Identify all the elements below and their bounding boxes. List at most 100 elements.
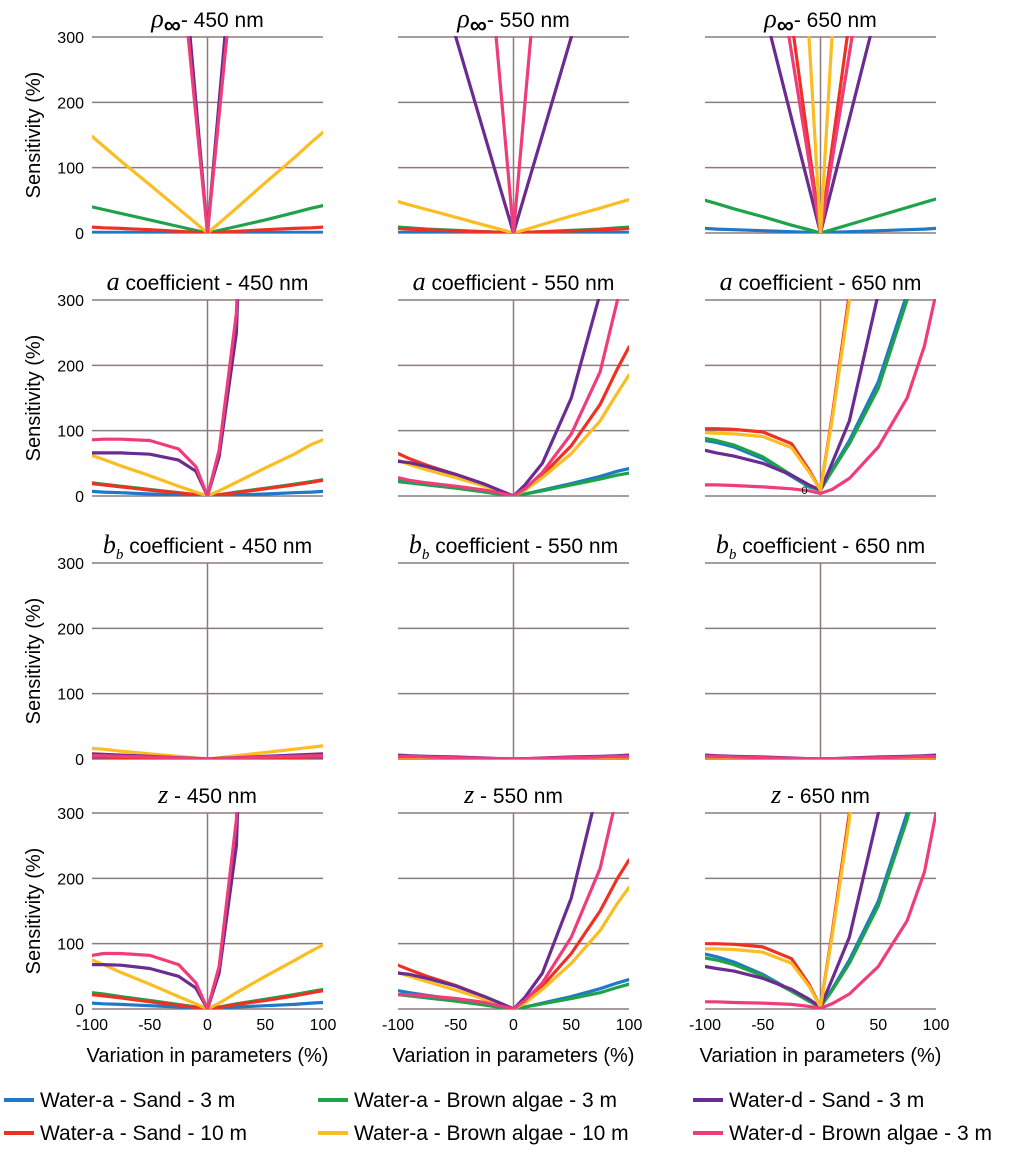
series-group (398, 299, 629, 496)
title-rest: - 650 nm (794, 9, 877, 32)
title-symbol: ρ (150, 4, 163, 33)
series-line-wd_sand_3 (92, 299, 240, 496)
x-tick-label: -50 (751, 1017, 774, 1034)
legend-item-wa_sand_10: Water-a - Sand - 10 m (4, 1122, 247, 1145)
title-rest: - 450 nm (168, 785, 257, 808)
series-group (398, 812, 629, 1009)
title-rest: coefficient - 650 nm (733, 272, 922, 295)
legend-item-wa_sand_3: Water-a - Sand - 3 m (4, 1089, 235, 1112)
panel-p22: a coefficient - 550 nm (398, 267, 629, 497)
series-line-wa_sand_3 (92, 489, 323, 496)
series-line-wa_brown_3 (398, 471, 629, 496)
title-rest: - 550 nm (474, 785, 563, 808)
series-line-wd_sand_3 (398, 299, 601, 496)
legend: Water-a - Sand - 3 m Water-a - Brown alga… (4, 1089, 992, 1145)
x-tick-label: 0 (509, 1017, 518, 1034)
title-rest: coefficient - 450 nm (120, 272, 309, 295)
title-subscript: ∞ (470, 12, 487, 39)
panel-title: a coefficient - 450 nm (107, 267, 309, 296)
x-tick-label: 0 (203, 1017, 212, 1034)
y-tick-label: 0 (75, 226, 84, 243)
title-rest: coefficient - 450 nm (123, 535, 312, 558)
series-line-wa_sand_10 (92, 989, 323, 1009)
series-line-wd_brown_3 (705, 754, 936, 759)
panel-p21: a coefficient - 450 nm 0 100 200 300 Sensitiv… (23, 267, 323, 506)
series-group (705, 36, 936, 233)
series-line-wa_brown_10 (398, 885, 629, 1009)
x-tick-label: 50 (869, 1017, 887, 1034)
panel-title: a coefficient - 650 nm (720, 267, 922, 296)
x-tick-label: 100 (923, 1017, 950, 1034)
panel-p43: z - 650 nm -100 -50 0 50 100 Variation in para… (689, 780, 950, 1067)
legend-item-wd_brown_3: Water-d - Brown algae - 3 m (693, 1122, 992, 1145)
series-line-wd_brown_3 (705, 299, 936, 495)
title-symbol: b (409, 530, 422, 559)
x-tick-label: 50 (256, 1017, 274, 1034)
series-line-wd_brown_3 (398, 812, 615, 1009)
series-group (92, 812, 323, 1009)
title-subscript: ∞ (777, 12, 794, 39)
series-line-wd_sand_3 (398, 812, 594, 1009)
series-line-wa_brown_3 (398, 982, 629, 1009)
panel-p33: bb coefficient - 650 nm (705, 530, 936, 760)
x-axis-label: Variation in parameters (%) (393, 1045, 635, 1067)
y-tick-label: 100 (57, 424, 84, 441)
panel-title: bb coefficient - 650 nm (716, 530, 925, 563)
series-line-wa_sand_10 (398, 226, 629, 233)
y-axis-label: Sensitivity (%) (23, 72, 45, 199)
series-line-wa_brown_10 (92, 744, 323, 759)
series-line-wd_brown_3 (92, 299, 239, 496)
x-tick-label: -100 (76, 1017, 108, 1034)
title-symbol: b (716, 530, 729, 559)
y-tick-label: 100 (57, 687, 84, 704)
x-tick-label: 50 (562, 1017, 580, 1034)
series-group (705, 812, 936, 1009)
y-tick-label: 200 (57, 871, 84, 888)
series-group (705, 299, 936, 495)
legend-label: Water-d - Brown algae - 3 m (729, 1122, 992, 1145)
series-group (92, 299, 323, 496)
series-line-wd_brown_3 (92, 812, 239, 1009)
series-group (92, 36, 323, 233)
series-line-wa_brown_10 (705, 299, 852, 492)
y-tick-label: 0 (75, 1002, 84, 1019)
panel-title: a coefficient - 550 nm (413, 267, 615, 296)
x-axis-label: Variation in parameters (%) (87, 1045, 329, 1067)
series-line-wa_brown_10 (398, 198, 629, 233)
series-line-wa_brown_10 (398, 373, 629, 496)
x-tick-label: 100 (616, 1017, 643, 1034)
title-symbol: a (413, 267, 426, 296)
legend-item-wa_brown_10: Water-a - Brown algae - 10 m (318, 1122, 629, 1145)
x-tick-label: -50 (444, 1017, 467, 1034)
title-rest: - 550 nm (487, 9, 570, 32)
panel-title: ρ∞- 650 nm (763, 4, 876, 39)
panel-title: bb coefficient - 450 nm (103, 530, 312, 563)
title-subscript: b (116, 547, 124, 563)
y-tick-label: 300 (57, 556, 84, 573)
title-symbol: b (103, 530, 116, 559)
title-symbol: a (107, 267, 120, 296)
title-symbol: z (157, 780, 168, 809)
x-tick-label: -100 (382, 1017, 414, 1034)
series-group (92, 744, 323, 759)
series-line-wa_brown_10 (92, 438, 323, 496)
x-tick-label: -100 (689, 1017, 721, 1034)
y-tick-label: 200 (57, 621, 84, 638)
title-rest: coefficient - 650 nm (736, 535, 925, 558)
title-symbol: z (770, 780, 781, 809)
title-symbol: ρ (456, 4, 469, 33)
x-tick-label: 0 (816, 1017, 825, 1034)
legend-label: Water-a - Brown algae - 10 m (354, 1122, 629, 1145)
series-line-wa_sand_3 (398, 230, 629, 233)
series-line-wa_sand_10 (398, 858, 629, 1009)
title-subscript: ∞ (164, 12, 181, 39)
panel-title: z - 550 nm (463, 780, 563, 809)
series-line-wa_brown_3 (92, 204, 323, 233)
title-rest: - 650 nm (781, 785, 870, 808)
y-tick-label: 200 (57, 95, 84, 112)
series-line-wd_brown_3 (398, 299, 620, 496)
legend-item-wa_brown_3: Water-a - Brown algae - 3 m (318, 1089, 617, 1112)
series-line-wd_brown_3 (398, 754, 629, 759)
x-axis-label: Variation in parameters (%) (700, 1045, 942, 1067)
